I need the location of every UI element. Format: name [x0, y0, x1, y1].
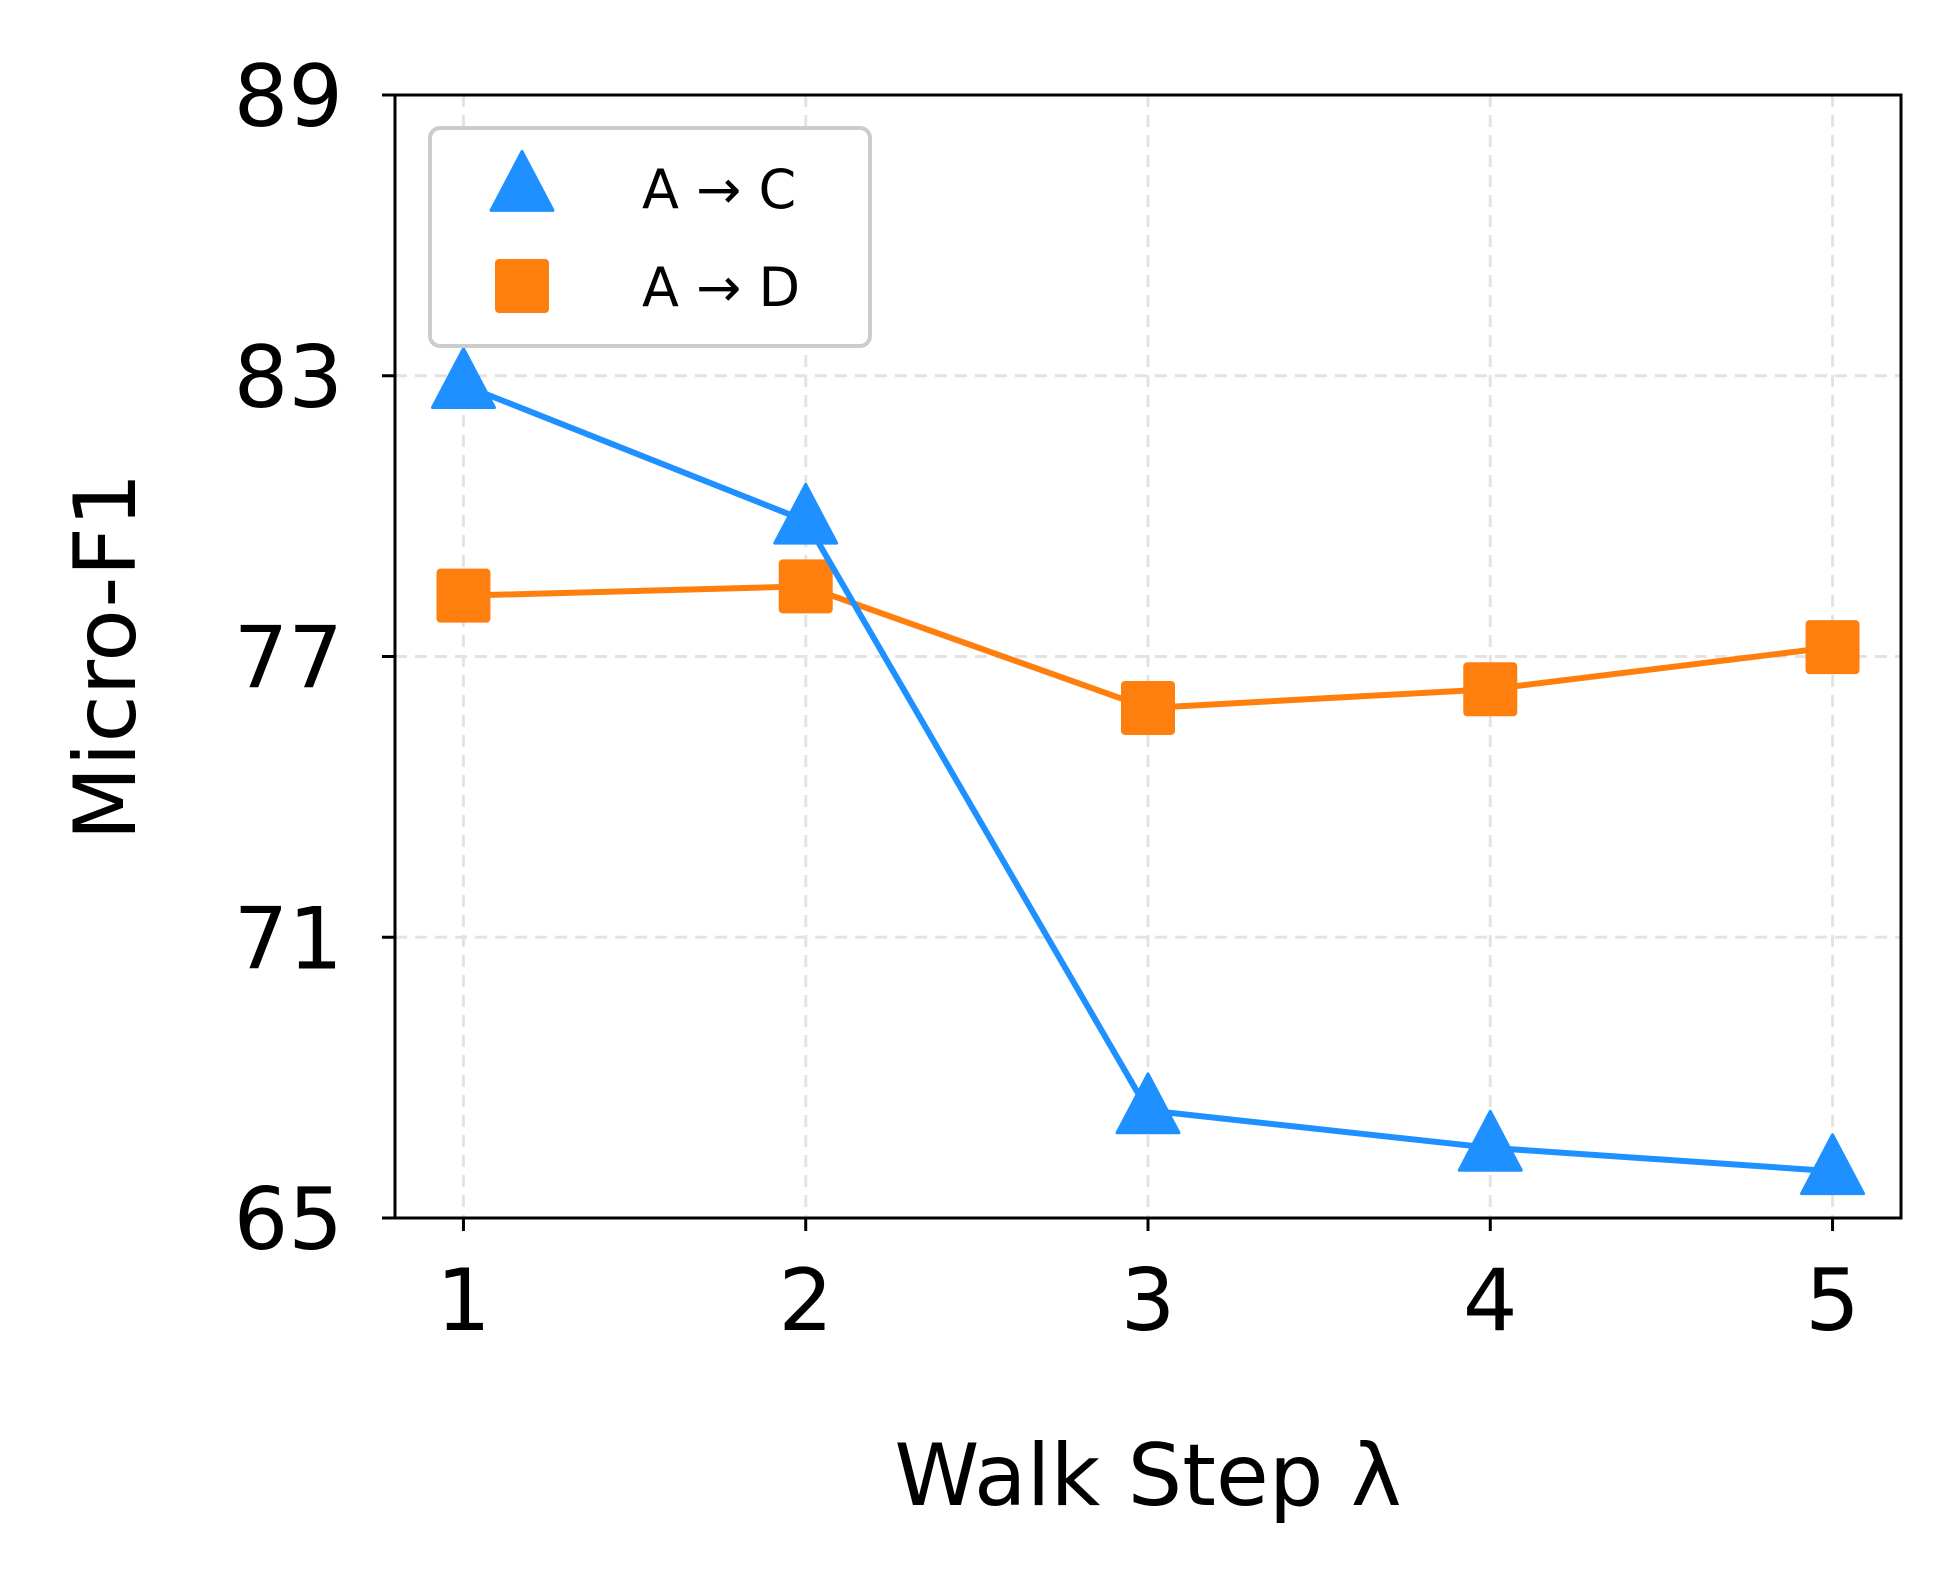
legend: A → C A → D — [428, 126, 872, 348]
x-tick-label: 4 — [1463, 1251, 1518, 1351]
series-a-to-c — [430, 347, 1866, 1196]
legend-label: A → D — [642, 256, 800, 319]
data-point — [430, 347, 496, 409]
data-point — [1121, 680, 1175, 735]
x-tick-label: 5 — [1805, 1251, 1860, 1351]
series-layer — [430, 347, 1866, 1196]
x-tick-label: 3 — [1121, 1251, 1176, 1351]
x-tick-label: 2 — [778, 1251, 833, 1351]
data-point — [436, 568, 491, 623]
legend-item: A → C — [489, 149, 796, 221]
legend-item: A → D — [495, 256, 800, 319]
data-point — [778, 559, 833, 614]
triangle-marker-icon — [489, 149, 555, 212]
x-axis-label: Walk Step λ — [894, 1426, 1401, 1526]
axis-ticks: 1 2 3 4 5 65 71 77 83 89 — [234, 47, 1860, 1351]
data-point — [1800, 1133, 1866, 1196]
square-marker-icon — [495, 259, 549, 313]
y-tick-label: 89 — [234, 47, 343, 147]
y-tick-label: 83 — [234, 328, 343, 428]
data-point — [1463, 662, 1518, 717]
series-a-to-d — [436, 559, 1860, 735]
y-axis-label: Micro-F1 — [56, 472, 156, 840]
y-tick-label: 71 — [234, 889, 343, 989]
y-tick-label: 65 — [234, 1170, 343, 1270]
data-point — [1457, 1109, 1523, 1172]
data-point — [1805, 620, 1860, 675]
y-tick-label: 77 — [234, 609, 343, 709]
data-point — [773, 482, 839, 545]
x-tick-label: 1 — [436, 1251, 491, 1351]
legend-label: A → C — [642, 158, 796, 221]
data-point — [1115, 1072, 1181, 1135]
